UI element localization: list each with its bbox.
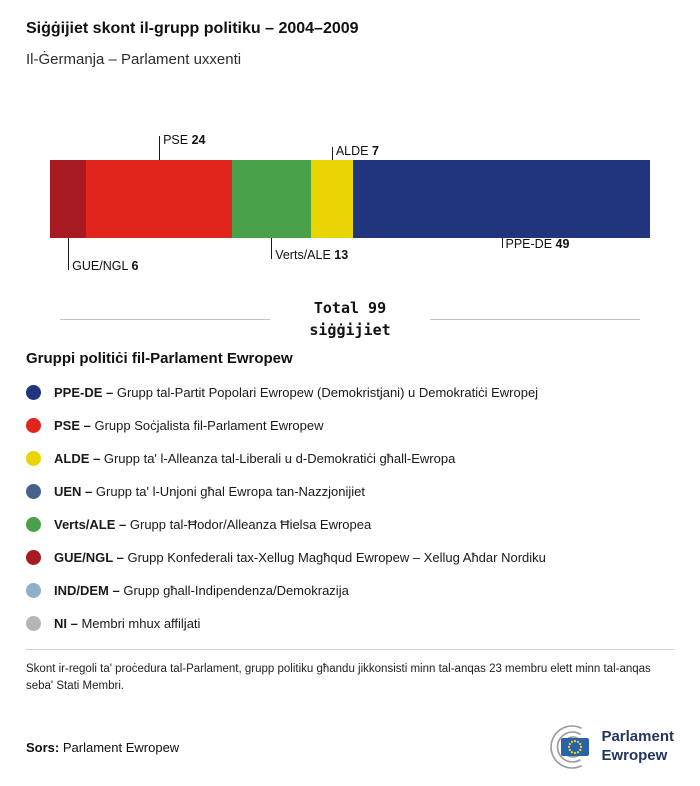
callout-gue-ngl: GUE/NGL 6 <box>68 238 138 273</box>
callout-pse: PSE 24 <box>159 133 205 160</box>
legend-item-ppe-de: PPE-DE – Grupp tal-Partit Popolari Ewrop… <box>26 384 674 400</box>
seat-distribution-chart: GUE/NGL 6 PSE 24 Verts/ALE 13 ALDE 7 PPE-DE … <box>50 128 650 288</box>
ep-logo: Parlament Ewropew <box>537 724 674 770</box>
source-label: Sors: <box>26 739 60 755</box>
page-title: Siġġijiet skont il-grupp politiku – 2004… <box>26 20 359 37</box>
callout-label-pse: PSE 24 <box>163 133 206 147</box>
callout-ppe-de: PPE-DE 49 <box>501 237 569 251</box>
total-seats-label: Total 99 siġġijiet <box>270 298 430 342</box>
legend-text-ind-dem: IND/DEM – Grupp għall-Indipendenza/Demok… <box>54 582 349 598</box>
source-line: Sors: Parlament Ewropew <box>26 740 179 755</box>
legend-text-alde: ALDE – Grupp ta' l-Alleanza tal-Liberali… <box>54 450 456 466</box>
legend-item-gue-ngl: GUE/NGL – Grupp Konfederali tax-Xellug M… <box>26 549 674 565</box>
legend-heading: Gruppi politiċi fil-Parlament Ewropew <box>26 349 293 367</box>
source-value: Parlament Ewropew <box>62 739 180 755</box>
ep-logo-line2: Ewropew <box>601 747 668 765</box>
total-seats-divider: Total 99 siġġijiet <box>60 298 640 342</box>
legend-item-verts-ale: Verts/ALE – Grupp tal-Ħodor/Alleanza Ħie… <box>26 516 674 532</box>
callout-alde: ALDE 7 <box>331 144 379 160</box>
legend-item-alde: ALDE – Grupp ta' l-Alleanza tal-Liberali… <box>26 450 674 466</box>
footer-row: Sors: Parlament Ewropew <box>26 724 674 770</box>
divider-line-right <box>430 319 640 321</box>
callout-verts-ale: Verts/ALE 13 <box>271 238 348 262</box>
legend-dot-verts-ale <box>26 516 41 532</box>
callout-label-gue-ngl: GUE/NGL 6 <box>72 259 139 273</box>
legend-dot-gue-ngl <box>26 549 41 565</box>
footnote: Skont ir-regoli ta' proċedura tal-Parlam… <box>26 662 651 693</box>
ep-logo-line1: Parlament <box>601 728 674 746</box>
legend-item-uen: UEN – Grupp ta' l-Unjoni għal Ewropa tan… <box>26 483 674 499</box>
legend-item-ind-dem: IND/DEM – Grupp għall-Indipendenza/Demok… <box>26 582 674 598</box>
legend-text-verts-ale: Verts/ALE – Grupp tal-Ħodor/Alleanza Ħie… <box>54 516 372 532</box>
legend-dot-ppe-de <box>26 384 41 400</box>
legend: PPE-DE – Grupp tal-Partit Popolari Ewrop… <box>26 384 674 631</box>
bar-segment-alde <box>310 160 354 238</box>
callout-label-verts-ale: Verts/ALE 13 <box>275 248 349 262</box>
callout-label-alde: ALDE 7 <box>335 144 379 158</box>
bar-segment-ppe-de <box>353 160 650 238</box>
bar-segment-verts-ale <box>231 160 311 238</box>
eu-flag-icon <box>561 738 590 757</box>
total-line2: siġġijiet <box>309 320 391 339</box>
callout-label-ppe-de: PPE-DE 49 <box>505 237 570 251</box>
page-subtitle: Il-Ġermanja – Parlament uxxenti <box>26 51 242 68</box>
legend-text-pse: PSE – Grupp Soċjalista fil-Parlament Ewr… <box>54 417 324 433</box>
bar-segment-gue-ngl <box>50 160 87 238</box>
stacked-bar <box>50 160 650 238</box>
legend-item-pse: PSE – Grupp Soċjalista fil-Parlament Ewr… <box>26 417 674 433</box>
legend-dot-alde <box>26 450 41 466</box>
legend-dot-pse <box>26 417 41 433</box>
total-line1: Total 99 <box>313 299 387 317</box>
legend-dot-ind-dem <box>26 582 41 598</box>
legend-item-ni: NI – Membri mhux affiljati <box>26 615 674 631</box>
ep-hemicycle-icon <box>550 725 590 769</box>
footnote-divider <box>26 648 674 650</box>
legend-dot-uen <box>26 483 41 499</box>
divider-line-left <box>60 319 270 321</box>
legend-dot-ni <box>26 615 41 631</box>
legend-text-ni: NI – Membri mhux affiljati <box>54 615 201 631</box>
ep-logo-text: Parlament Ewropew <box>601 728 674 766</box>
legend-text-gue-ngl: GUE/NGL – Grupp Konfederali tax-Xellug M… <box>54 549 546 565</box>
legend-text-ppe-de: PPE-DE – Grupp tal-Partit Popolari Ewrop… <box>54 384 539 400</box>
legend-text-uen: UEN – Grupp ta' l-Unjoni għal Ewropa tan… <box>54 483 366 499</box>
bar-segment-pse <box>86 160 232 238</box>
